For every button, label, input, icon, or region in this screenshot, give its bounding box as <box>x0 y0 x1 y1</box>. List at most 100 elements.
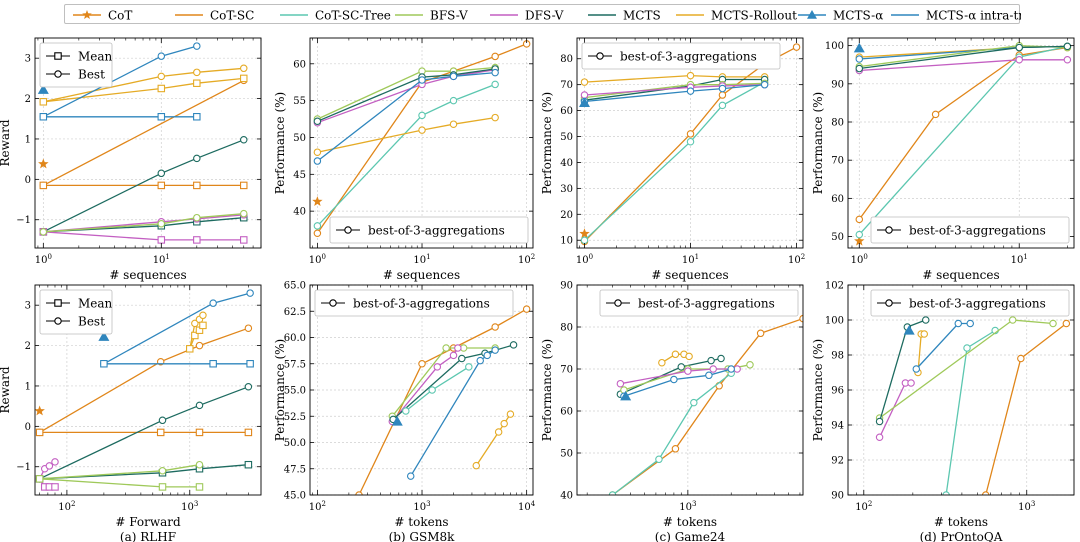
series-group <box>37 42 248 244</box>
ytick-label: 96 <box>831 386 844 397</box>
ytick-label: 70 <box>560 80 573 91</box>
ytick-label: 80 <box>560 54 573 65</box>
data-point <box>193 42 201 50</box>
ytick-label: 50 <box>293 133 306 144</box>
panel-caption: (b) GSM8k <box>389 530 456 542</box>
data-point <box>454 344 462 352</box>
series-line <box>985 322 1067 495</box>
data-point <box>157 169 166 178</box>
data-point <box>209 359 217 368</box>
data-point <box>312 196 323 206</box>
series-mcts <box>391 416 403 426</box>
series-cot-sc-tree <box>608 369 735 495</box>
data-point <box>907 379 915 387</box>
data-point <box>491 113 499 122</box>
data-point <box>686 87 695 95</box>
ytick-label: 62.5 <box>284 307 306 318</box>
x-axis-label: # tokens <box>394 515 448 529</box>
ytick-label: 40 <box>293 207 306 218</box>
data-point <box>35 405 45 416</box>
ytick-label: 80 <box>831 118 844 129</box>
xtick-label: 103 <box>1018 500 1035 513</box>
data-point <box>433 363 442 371</box>
legend-entry-cot: CoT <box>73 9 132 23</box>
series-group <box>875 316 1071 495</box>
series-line <box>39 327 249 433</box>
series-line <box>612 372 732 495</box>
series-line <box>317 71 496 162</box>
xtick-base: 10 <box>35 255 48 266</box>
data-point <box>193 154 201 163</box>
xtick-exponent: 0 <box>863 253 867 261</box>
series-cot <box>579 228 590 239</box>
xtick-base: 10 <box>682 255 695 266</box>
xtick-exponent: 1 <box>426 253 430 261</box>
series-line <box>584 84 765 96</box>
series-line <box>623 368 732 397</box>
ytick-label: 65.0 <box>284 281 306 292</box>
data-point <box>195 401 204 410</box>
data-point <box>418 111 426 120</box>
ytick-label: 0 <box>25 175 31 186</box>
data-point <box>158 467 167 475</box>
ytick-label: 100 <box>825 41 844 52</box>
data-point <box>465 363 473 371</box>
series-line <box>584 74 765 83</box>
data-point <box>240 74 248 83</box>
data-point <box>1063 56 1072 64</box>
y-axis-label: Performance (%) <box>273 92 287 194</box>
data-point <box>658 358 666 367</box>
ytick-label: 80 <box>560 323 573 334</box>
inner-legend-box <box>314 289 514 317</box>
data-point <box>491 68 499 77</box>
y-axis-label: Performance (%) <box>540 92 554 194</box>
series-mcts-intra-trees <box>406 346 499 480</box>
series-mcts <box>37 84 49 94</box>
series-cot-sc-best <box>39 76 248 190</box>
inner-legend-marker <box>614 299 622 307</box>
data-point <box>709 365 717 373</box>
series-line <box>858 46 1068 220</box>
data-point <box>578 97 590 107</box>
data-point <box>509 341 518 349</box>
data-point <box>39 113 48 121</box>
series-line <box>879 382 912 438</box>
legend-entry-mcts: MCTS-α <box>798 9 883 23</box>
xtick-label: 101 <box>1011 253 1028 266</box>
xtick-exponent: 2 <box>531 253 535 261</box>
ytick-label: 60 <box>293 59 306 70</box>
xtick-base: 10 <box>181 502 194 513</box>
data-point <box>671 445 680 453</box>
ytick-label: 60 <box>560 407 573 418</box>
ytick-label: 50.0 <box>284 438 306 449</box>
data-point <box>677 363 686 371</box>
axes-frame <box>309 37 534 249</box>
inner-legend-box <box>870 289 1070 317</box>
data-point <box>491 52 499 61</box>
data-point <box>855 64 864 73</box>
series-group <box>608 314 803 495</box>
data-point <box>158 483 167 491</box>
data-point <box>98 331 110 341</box>
data-point <box>100 359 108 368</box>
xtick-base: 10 <box>153 255 166 266</box>
data-point <box>746 361 754 369</box>
ytick-label: 0 <box>25 422 31 433</box>
inner-legend-label: best-of-3-aggregations <box>909 297 1046 311</box>
data-point <box>156 428 165 437</box>
data-point <box>912 365 921 373</box>
x-axis-label: # Forward <box>115 515 181 529</box>
panel-caption: (c) Game24 <box>655 530 726 542</box>
xtick-exponent: 1 <box>1023 253 1027 261</box>
ytick-label: 92 <box>831 456 844 467</box>
series-cot-sc-mean <box>35 428 253 437</box>
ytick-label: 57.5 <box>284 359 306 370</box>
series-group <box>312 40 531 238</box>
data-point <box>854 235 865 246</box>
series-cot-sc <box>981 319 1071 495</box>
data-point <box>428 386 436 394</box>
inner-legend-label: best-of-3-aggregations <box>909 224 1046 238</box>
series-line <box>612 317 803 495</box>
x-axis-label: # tokens <box>934 515 988 529</box>
data-point <box>193 113 201 121</box>
